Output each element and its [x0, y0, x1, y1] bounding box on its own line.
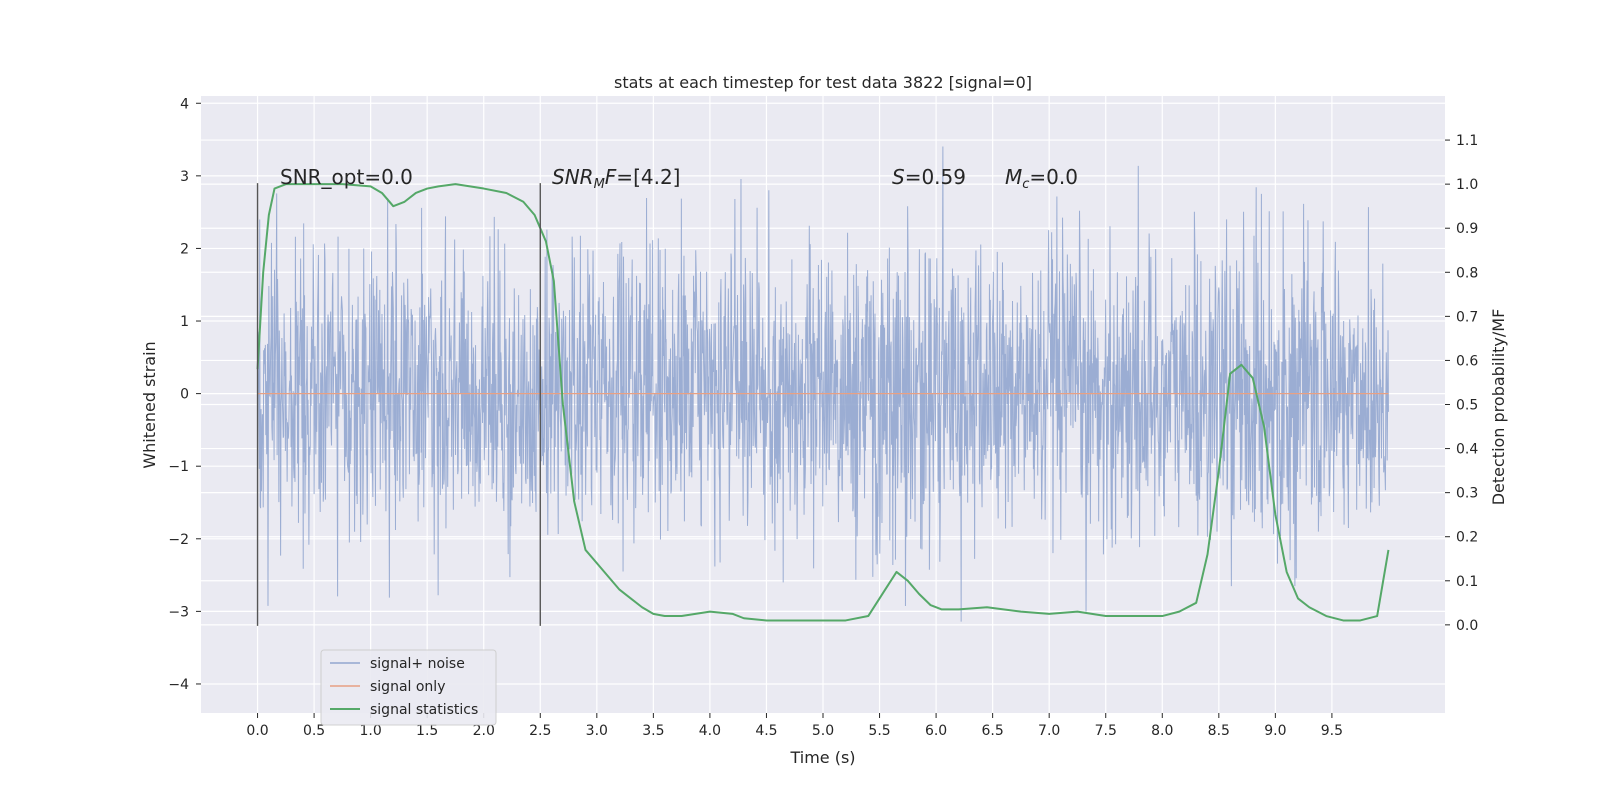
series-line-signal-statistics: [256, 183, 1390, 622]
y2-axis-label: Detection probability/MF: [1489, 309, 1508, 506]
x-tick-label-2: 1.0: [360, 723, 382, 739]
x-tick-label-11: 5.5: [868, 723, 890, 739]
legend: signal+ noise signal only signal statist…: [320, 649, 497, 726]
y2-tick-label-9: 0.2: [1456, 530, 1478, 546]
x-tick-label-17: 8.5: [1208, 723, 1230, 739]
x-tick-label-5: 2.5: [529, 723, 551, 739]
x-tick-label-1: 0.5: [303, 723, 325, 739]
y-tick-label-7: −3: [168, 604, 189, 620]
chart-title: stats at each timestep for test data 382…: [614, 73, 1032, 92]
y-tick-label-1: 3: [180, 169, 189, 185]
y2-tick-label-6: 0.5: [1456, 398, 1478, 414]
annotation-s-value: =0.59: [905, 165, 966, 189]
x-tick-label-16: 8.0: [1151, 723, 1173, 739]
x-tick-label-10: 5.0: [812, 723, 834, 739]
x-tick-label-18: 9.0: [1264, 723, 1286, 739]
x-tick-label-19: 9.5: [1321, 723, 1343, 739]
y2-tick-label-3: 0.8: [1456, 265, 1478, 281]
y2-tick-label-10: 0.1: [1456, 574, 1478, 590]
annotation-mc: Mc=0.0: [1005, 165, 1078, 192]
x-tick-label-0: 0.0: [246, 723, 268, 739]
x-tick-label-3: 1.5: [416, 723, 438, 739]
annotation-snr-opt: SNR_opt=0.0: [280, 165, 413, 189]
y2-tick-label-0: 1.1: [1456, 133, 1478, 149]
y-tick-label-2: 2: [180, 241, 189, 257]
x-tick-label-15: 7.5: [1095, 723, 1117, 739]
legend-label-signal-statistics: signal statistics: [370, 702, 478, 718]
series-group: [256, 183, 1390, 622]
vertical-markers: [256, 183, 541, 626]
y2-tick-label-8: 0.3: [1456, 486, 1478, 502]
x-tick-label-12: 6.0: [925, 723, 947, 739]
x-tick-label-7: 3.5: [642, 723, 664, 739]
series-signal-plus-noise: [257, 146, 1389, 622]
annotation-snr-mf-value: [4.2]: [633, 165, 680, 189]
legend-label-signal-plus-noise: signal+ noise: [370, 656, 465, 672]
annotation-snr-mf: SNRMF=[4.2]: [552, 165, 680, 192]
y2-tick-label-4: 0.7: [1456, 309, 1478, 325]
y2-tick-label-5: 0.6: [1456, 353, 1478, 369]
x-tick-label-9: 4.5: [755, 723, 777, 739]
x-tick-label-6: 3.0: [586, 723, 608, 739]
y-tick-label-5: −1: [168, 459, 189, 475]
annotation-s: S=0.59: [892, 165, 966, 189]
y2-tick-label-1: 1.0: [1456, 177, 1478, 193]
x-axis-label: Time (s): [789, 748, 855, 767]
y-tick-label-6: −2: [168, 532, 189, 548]
x-tick-label-14: 7.0: [1038, 723, 1060, 739]
y-tick-label-4: 0: [180, 387, 189, 403]
y2-tick-label-11: 0.0: [1456, 618, 1478, 634]
series-line-signal-plus-noise: [257, 146, 1389, 622]
x-tick-label-8: 4.0: [699, 723, 721, 739]
y-tick-label-0: 4: [180, 96, 189, 112]
y-tick-label-3: 1: [180, 314, 189, 330]
y2-tick-label-2: 0.9: [1456, 221, 1478, 237]
y-axis-label: Whitened strain: [140, 341, 159, 468]
x-tick-label-4: 2.0: [473, 723, 495, 739]
tick-labels: 0.0 0.5 1.0 1.5 2.0 2.5 3.0 3.5 4.0 4.5 5.0 5.5 6.0 6…: [168, 96, 1478, 739]
x-tick-label-13: 6.5: [982, 723, 1004, 739]
annotation-mc-value: =0.0: [1029, 165, 1078, 189]
y-tick-label-8: −4: [168, 677, 189, 693]
y2-tick-label-7: 0.4: [1456, 442, 1478, 458]
legend-label-signal-only: signal only: [370, 679, 445, 695]
legend-box: [320, 649, 497, 726]
